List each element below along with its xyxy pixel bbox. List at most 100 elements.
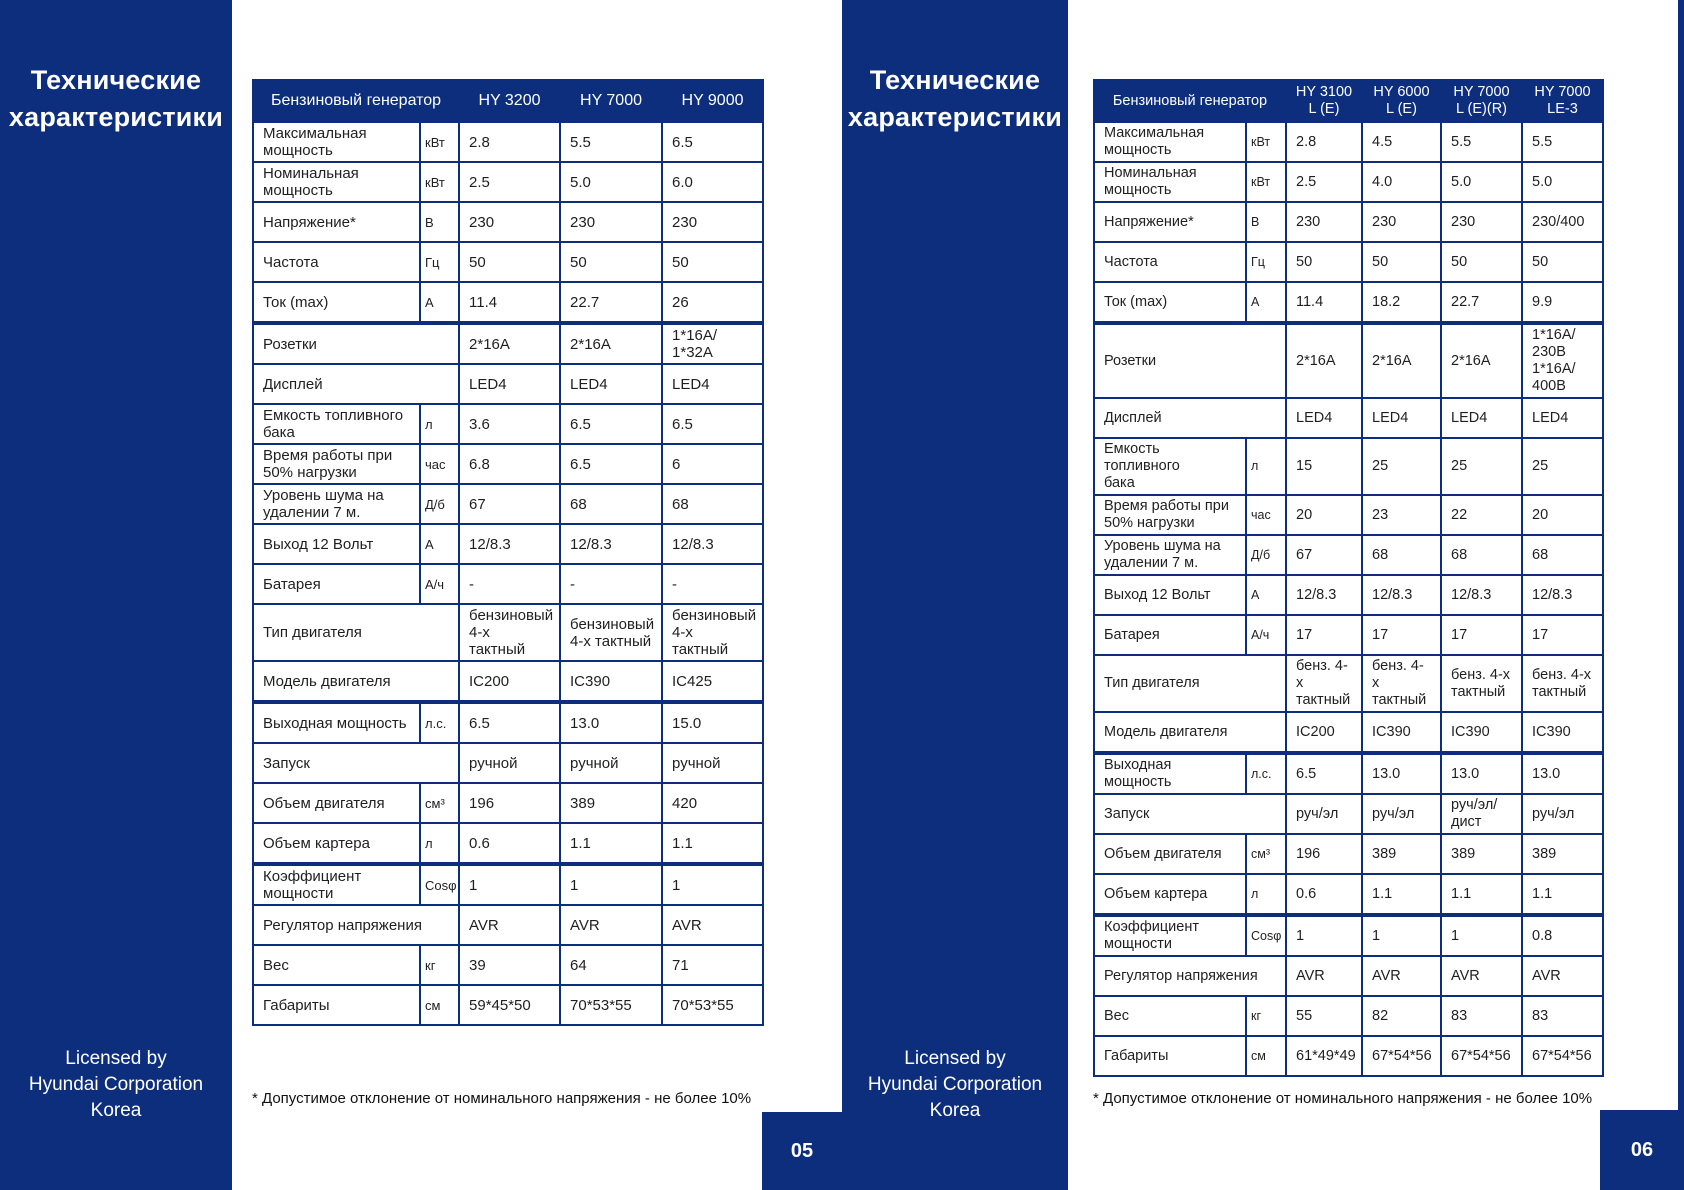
spec-value-cell: 71 <box>661 944 765 986</box>
spec-label-cell: Дисплей <box>251 363 461 405</box>
spec-value-cell: руч/эл/ дист <box>1440 793 1523 835</box>
spec-label-cell: Объем картера <box>1093 873 1247 916</box>
spec-unit-cell: А/ч <box>418 563 461 605</box>
spec-row: Емкость топливного бака л 15 25 25 25 <box>1093 437 1604 496</box>
spec-row: Номинальная мощность кВт 2.5 5.0 6.0 <box>252 161 765 203</box>
spec-row: Выход 12 Вольт А 12/8.3 12/8.3 12/8.3 <box>252 523 765 565</box>
page05-number: 05 <box>790 1139 814 1162</box>
page-edge-strip <box>1678 0 1684 1190</box>
model-column-header: HY 7000 LE-3 <box>1521 79 1604 123</box>
spec-value-cell: руч/эл <box>1285 793 1363 835</box>
spec-value-cell: LED4 <box>1361 397 1442 439</box>
spec-label-cell: Регулятор напряжения <box>1093 955 1287 997</box>
model-column-header: HY 7000 L (E)(R) <box>1440 79 1523 123</box>
spec-value-cell: 12/8.3 <box>458 523 562 565</box>
spec-label-cell: Габариты <box>1093 1035 1247 1077</box>
spec-value-cell: 389 <box>1440 833 1523 875</box>
spec-value-cell: 25 <box>1521 437 1604 496</box>
spec-value-cell: 67 <box>458 483 562 525</box>
model-column-header: HY 3100 L (E) <box>1285 79 1363 123</box>
spec-value-cell: 9.9 <box>1521 281 1604 324</box>
spec-value-cell: 389 <box>1521 833 1604 875</box>
spec-value-cell: 0.8 <box>1521 913 1604 957</box>
spec-value-cell: бензиновый 4-х тактный <box>661 603 765 662</box>
spec-label-cell: Выходная мощность <box>1093 751 1247 795</box>
spec-unit-cell: А <box>418 523 461 565</box>
spec-label-cell: Запуск <box>1093 793 1287 835</box>
spec-label-cell: Частота <box>1093 241 1247 283</box>
spec-value-cell: 6.5 <box>661 121 765 163</box>
spec-value-cell: 39 <box>458 944 562 986</box>
spec-value-cell: 20 <box>1285 494 1363 536</box>
spec-row: Частота Гц 50 50 50 <box>252 241 765 283</box>
spec-row: Вес кг 39 64 71 <box>252 944 765 986</box>
spec-row: Напряжение* В 230 230 230 230/400 <box>1093 201 1604 243</box>
spec-table-05: Бензиновый генератор HY 3200 HY 7000 HY 900… <box>251 79 765 1026</box>
spec-value-cell: 50 <box>559 241 664 283</box>
spec-value-cell: 5.5 <box>1440 121 1523 163</box>
spec-label-cell: Тип двигателя <box>251 603 461 662</box>
page05-number-tab: 05 <box>762 1112 842 1190</box>
spec-value-cell: LED4 <box>458 363 562 405</box>
spec-value-cell: 12/8.3 <box>1361 574 1442 616</box>
spec-value-cell: 83 <box>1521 995 1604 1037</box>
spec-value-cell: 15 <box>1285 437 1363 496</box>
spec-value-cell: 1 <box>458 862 562 906</box>
spec-value-cell: 50 <box>458 241 562 283</box>
spec-label-cell: Ток (max) <box>1093 281 1247 324</box>
spec-value-cell: 2.5 <box>458 161 562 203</box>
spec-value-cell: 83 <box>1440 995 1523 1037</box>
spec-value-cell: 5.5 <box>1521 121 1604 163</box>
spec-value-cell: 5.0 <box>1521 161 1604 203</box>
spec-value-cell: 17 <box>1285 614 1363 656</box>
spec-label-cell: Модель двигателя <box>251 660 461 703</box>
spec-value-cell: 4.0 <box>1361 161 1442 203</box>
spec-value-cell: IC390 <box>1440 711 1523 754</box>
spec-value-cell: 67*54*56 <box>1440 1035 1523 1077</box>
model-column-header: HY 3200 <box>458 79 562 123</box>
spec-value-cell: 6.8 <box>458 443 562 485</box>
spec-label-cell: Максимальная мощность <box>252 121 421 163</box>
spec-value-cell: бенз. 4-х тактный <box>1440 654 1523 713</box>
spec-row: Объем картера л 0.6 1.1 1.1 <box>252 822 765 865</box>
spec-value-cell: 1 <box>661 862 765 906</box>
spec-row: Частота Гц 50 50 50 50 <box>1093 241 1604 283</box>
spec-unit-cell: см³ <box>418 782 461 824</box>
spec-value-cell: 13.0 <box>1361 751 1442 795</box>
spec-label-cell: Объем двигателя <box>1093 833 1247 875</box>
spec-value-cell: LED4 <box>559 363 664 405</box>
spec-value-cell: 5.0 <box>1440 161 1523 203</box>
spec-unit-cell: л <box>1245 437 1287 496</box>
spec-unit-cell: час <box>1245 494 1287 536</box>
spec-unit-cell: Гц <box>418 241 461 283</box>
page06-license-text: Licensed by Hyundai Corporation Korea <box>867 1048 1043 1121</box>
spec-label-cell: Коэффициент мощности <box>1093 913 1247 957</box>
spec-unit-cell: кВт <box>1245 161 1287 203</box>
page06-footnote: * Допустимое отклонение от номинального … <box>1093 1090 1593 1107</box>
spec-row: Запуск ручной ручной ручной <box>251 742 765 784</box>
spec-value-cell: IC390 <box>1521 711 1604 754</box>
spec-value-cell: 1.1 <box>1361 873 1442 916</box>
spec-value-cell: IC200 <box>458 660 562 703</box>
spec-value-cell: 18.2 <box>1361 281 1442 324</box>
spec-value-cell: 13.0 <box>1440 751 1523 795</box>
spec-value-cell: 2*16А <box>458 321 562 365</box>
spec-value-cell: 68 <box>1440 534 1523 576</box>
spec-row: Выходная мощность л.с. 6.5 13.0 13.0 13.0 <box>1093 751 1604 795</box>
spec-value-cell: 61*49*49 <box>1285 1035 1363 1077</box>
spec-value-cell: 22.7 <box>1440 281 1523 324</box>
spec-unit-cell: Д/б <box>1245 534 1287 576</box>
spec-label-cell: Объем картера <box>252 822 421 865</box>
spec-value-cell: 230 <box>458 201 562 243</box>
spec-value-cell: 1 <box>1285 913 1363 957</box>
page05-footnote: * Допустимое отклонение от номинального … <box>252 1090 752 1107</box>
spec-value-cell: ручной <box>559 742 664 784</box>
spec-value-cell: 50 <box>661 241 765 283</box>
spec-value-cell: 17 <box>1440 614 1523 656</box>
spec-value-cell: 82 <box>1361 995 1442 1037</box>
spec-value-cell: 50 <box>1361 241 1442 283</box>
spec-row: Выходная мощность л.с. 6.5 13.0 15.0 <box>252 700 765 744</box>
spec-value-cell: 3.6 <box>458 403 562 445</box>
spec-row: Тип двигателя бензиновый 4-х тактный бензи… <box>251 603 765 662</box>
spec-value-cell: 1 <box>559 862 664 906</box>
